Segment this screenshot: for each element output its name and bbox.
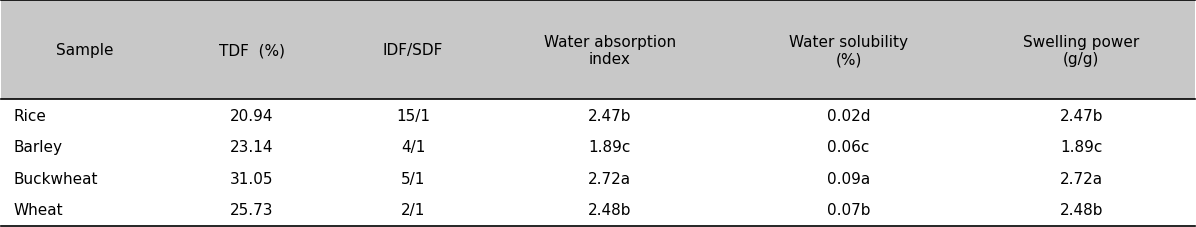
Text: Swelling power
(g/g): Swelling power (g/g) xyxy=(1023,35,1140,67)
Text: Buckwheat: Buckwheat xyxy=(13,171,98,186)
Text: 2.47b: 2.47b xyxy=(1060,108,1103,123)
Text: 0.02d: 0.02d xyxy=(826,108,871,123)
Text: Sample: Sample xyxy=(56,43,114,58)
Text: 2.48b: 2.48b xyxy=(1060,202,1103,217)
Text: 15/1: 15/1 xyxy=(396,108,431,123)
Text: 2/1: 2/1 xyxy=(401,202,426,217)
Text: 31.05: 31.05 xyxy=(230,171,274,186)
FancyBboxPatch shape xyxy=(1,1,1195,100)
Text: 2.47b: 2.47b xyxy=(588,108,631,123)
Text: 1.89c: 1.89c xyxy=(588,140,631,155)
Text: 4/1: 4/1 xyxy=(401,140,426,155)
Text: Wheat: Wheat xyxy=(13,202,63,217)
Text: Rice: Rice xyxy=(13,108,47,123)
Text: 5/1: 5/1 xyxy=(401,171,426,186)
Text: 25.73: 25.73 xyxy=(230,202,274,217)
Text: Barley: Barley xyxy=(13,140,62,155)
Text: IDF/SDF: IDF/SDF xyxy=(383,43,444,58)
Text: 0.09a: 0.09a xyxy=(826,171,871,186)
Text: 2.72a: 2.72a xyxy=(588,171,631,186)
Text: 0.06c: 0.06c xyxy=(828,140,869,155)
Text: 0.07b: 0.07b xyxy=(826,202,871,217)
Text: Water absorption
index: Water absorption index xyxy=(544,35,676,67)
Text: 23.14: 23.14 xyxy=(230,140,274,155)
Text: 2.72a: 2.72a xyxy=(1060,171,1103,186)
Text: TDF  (%): TDF (%) xyxy=(219,43,285,58)
Text: 20.94: 20.94 xyxy=(230,108,274,123)
Text: Water solubility
(%): Water solubility (%) xyxy=(789,35,908,67)
Text: 1.89c: 1.89c xyxy=(1060,140,1103,155)
Text: 2.48b: 2.48b xyxy=(588,202,631,217)
